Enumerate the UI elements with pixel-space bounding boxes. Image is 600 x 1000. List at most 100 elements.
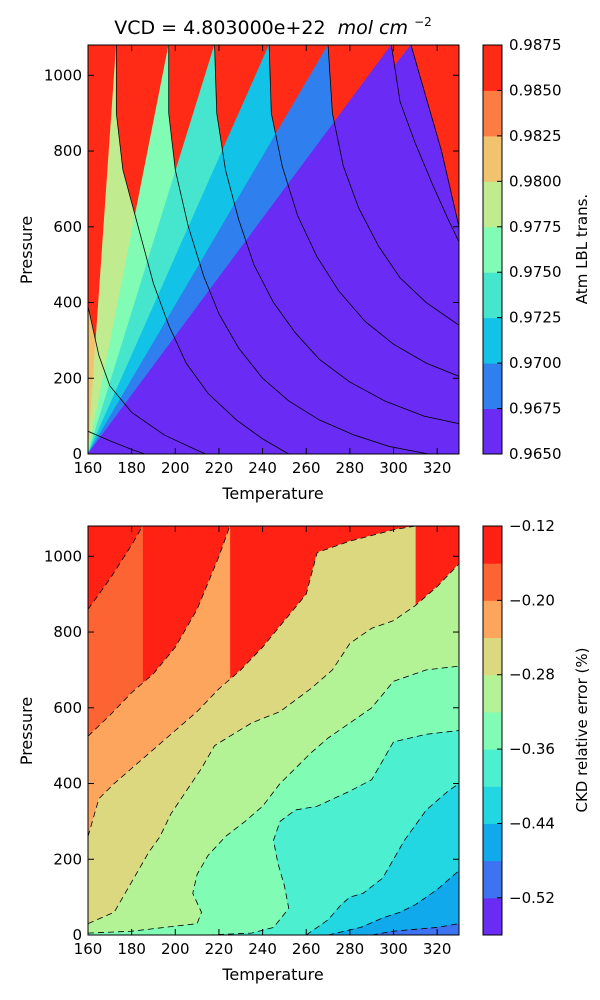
panel-2-y-axis: 0 200 400 600 800 1000	[44, 547, 459, 944]
contour-line-0.9675	[390, 45, 459, 243]
panel-2-x-axis: 160 180 200 220 240 260 280 300 320	[74, 526, 452, 958]
colorbar-swatch	[483, 563, 502, 601]
x-tick-label: 280	[336, 459, 365, 477]
colorbar-swatch	[483, 600, 502, 639]
colorbar-swatch	[483, 637, 502, 676]
x-tick-label: 260	[292, 940, 321, 958]
y-tick-label: 0	[72, 926, 82, 944]
colorbar-tick-label: 0.9725	[509, 309, 562, 327]
panel-2: 160 180 200 220 240 260 280 300 320 0 200 400 600 80…	[17, 517, 591, 984]
colorbar-swatch	[483, 45, 502, 91]
panel-1-x-axis-label: Temperature	[221, 484, 323, 503]
y-tick-label: 400	[53, 294, 82, 312]
colorbar-tick-label: 0.9650	[509, 445, 562, 463]
colorbar-frame	[482, 525, 503, 936]
panel-1-title: VCD = 4.803000e+22 mol cm −2	[114, 15, 432, 39]
colorbar-tick-label: −0.20	[509, 591, 555, 609]
colorbar-swatch	[483, 90, 502, 137]
contour-line-0.9825	[88, 306, 207, 454]
x-tick-label: 280	[336, 940, 365, 958]
colorbar-swatch	[483, 786, 502, 824]
colorbar-swatch	[483, 674, 502, 713]
colorbar-tick-label: 0.9775	[509, 218, 562, 236]
colorbar-swatch	[483, 181, 502, 228]
panel-1-colorbar: 0.9650 0.9675 0.9700 0.9725 0.9750 0.9775 0.98…	[482, 36, 562, 463]
contour-line--0.24	[88, 526, 416, 837]
y-tick-label: 1000	[44, 66, 82, 84]
colorbar-tick-label: 0.9850	[509, 81, 562, 99]
contour-line--0.4	[306, 783, 459, 935]
x-tick-label: 180	[117, 940, 146, 958]
panel-2-colorbar: −0.52 −0.44 −0.36 −0.28 −0.20 −0.12	[482, 517, 555, 936]
contour-line-0.9725	[268, 45, 459, 377]
colorbar-swatch	[483, 897, 502, 936]
panel-1-frame	[87, 44, 460, 455]
x-tick-label: 320	[423, 940, 452, 958]
y-tick-label: 400	[53, 775, 82, 793]
y-tick-label: 200	[53, 850, 82, 868]
colorbar-swatch	[483, 408, 502, 455]
colorbar-swatch	[483, 526, 502, 564]
panel-2-x-axis-label: Temperature	[221, 965, 323, 984]
colorbar-swatch	[483, 711, 502, 750]
colorbar-tick-label: −0.12	[509, 517, 555, 535]
contour-line--0.32	[88, 665, 459, 934]
contour-line--0.44	[327, 870, 459, 935]
y-tick-label: 1000	[44, 547, 82, 565]
panel-1-contour-fill	[88, 45, 459, 454]
colorbar-tick-label: 0.9750	[509, 263, 562, 281]
colorbar-swatch	[483, 135, 502, 182]
panel-1: VCD = 4.803000e+22 mol cm −2 160 180 200 22…	[17, 15, 591, 503]
panel-2-contour-lines	[88, 526, 459, 935]
colorbar-tick-label: −0.52	[509, 889, 555, 907]
contour-line-0.98	[115, 45, 289, 454]
colorbar-swatch	[483, 860, 502, 899]
x-tick-label: 320	[423, 459, 452, 477]
y-tick-label: 600	[53, 699, 82, 717]
panel-1-y-axis-label: Pressure	[17, 216, 36, 284]
panel-1-y-axis: 0 200 400 600 800 1000	[44, 66, 459, 463]
colorbar-tick-label: −0.28	[509, 666, 555, 684]
panel-1-x-axis: 160 180 200 220 240 260 280 300 320	[74, 45, 452, 477]
contour-line--0.36	[208, 730, 459, 935]
x-tick-label: 200	[161, 459, 190, 477]
colorbar-swatch	[483, 363, 502, 410]
colorbar-tick-label: −0.44	[509, 814, 555, 832]
y-tick-label: 800	[53, 623, 82, 641]
contour-line--0.2	[88, 526, 231, 737]
colorbar-tick-label: 0.9875	[509, 36, 562, 54]
y-tick-label: 800	[53, 142, 82, 160]
x-tick-label: 260	[292, 459, 321, 477]
x-tick-label: 300	[379, 459, 408, 477]
colorbar-tick-label: −0.36	[509, 740, 555, 758]
x-tick-label: 220	[205, 940, 234, 958]
y-tick-label: 600	[53, 218, 82, 236]
panel-2-contour-fill	[88, 526, 459, 935]
x-tick-label: 160	[74, 940, 103, 958]
y-tick-label: 0	[72, 445, 82, 463]
panel-2-frame	[87, 525, 460, 936]
panel-2-y-axis-label: Pressure	[17, 697, 36, 765]
colorbar-swatch	[483, 317, 502, 364]
colorbar-tick-label: 0.9700	[509, 354, 562, 372]
colorbar-swatch	[483, 272, 502, 319]
colorbar-swatch	[483, 823, 502, 862]
panel-1-contour-lines	[88, 45, 459, 454]
x-tick-label: 240	[248, 459, 277, 477]
panel-1-colorbar-label: Atm LBL trans.	[573, 194, 591, 304]
contour-line-0.985	[88, 430, 145, 454]
y-tick-label: 200	[53, 369, 82, 387]
x-tick-label: 200	[161, 940, 190, 958]
contour-line-0.965	[410, 45, 459, 227]
contour-line--0.28	[88, 563, 459, 925]
colorbar-swatch	[483, 749, 502, 787]
x-tick-label: 300	[379, 940, 408, 958]
x-tick-label: 160	[74, 459, 103, 477]
colorbar-tick-label: 0.9825	[509, 127, 562, 145]
colorbar-tick-label: 0.9800	[509, 172, 562, 190]
x-tick-label: 180	[117, 459, 146, 477]
colorbar-tick-label: 0.9675	[509, 400, 562, 418]
contour-line-0.9775	[168, 45, 429, 454]
contour-line-0.97	[327, 45, 459, 326]
